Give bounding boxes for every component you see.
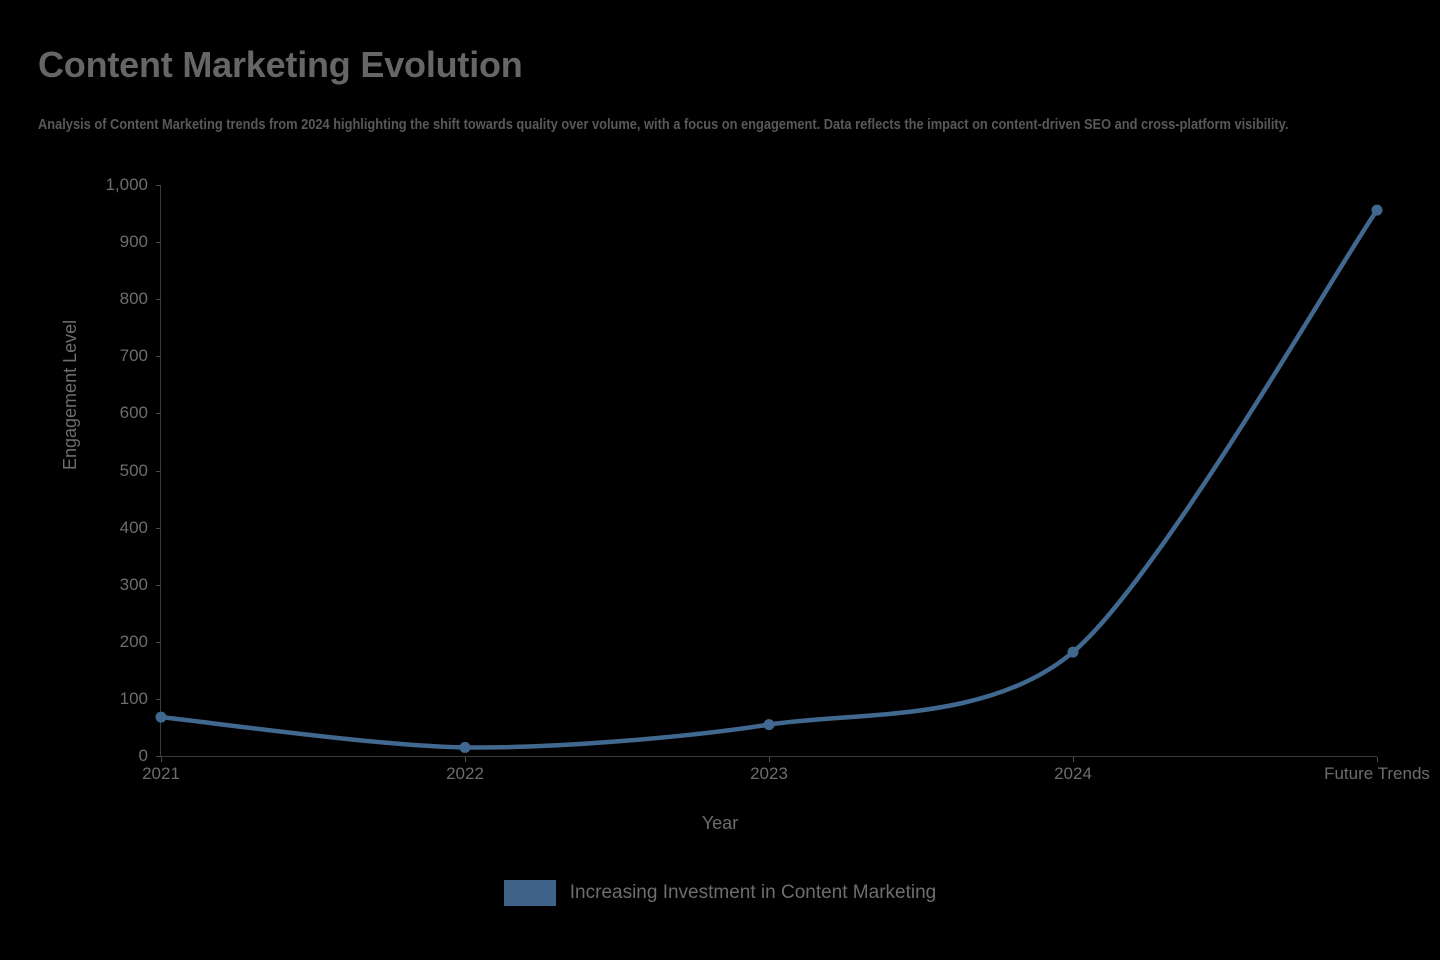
legend-label-series-0: Increasing Investment in Content Marketi… — [569, 882, 937, 903]
y-axis-tick-label: 900 — [119, 232, 148, 252]
x-axis-line — [161, 756, 1377, 757]
legend-swatch-series-0[interactable] — [503, 880, 556, 906]
y-axis-tick-label: 700 — [119, 346, 148, 366]
x-axis-tick-label: 2021 — [142, 764, 180, 783]
x-axis-tick — [769, 757, 770, 762]
y-axis-tick — [156, 698, 161, 700]
x-axis-tick-label: Future Trends — [1324, 764, 1430, 783]
x-axis-tick-label: 2022 — [446, 764, 484, 783]
y-axis-tick-label: 500 — [119, 460, 148, 480]
data-point-marker[interactable] — [459, 741, 471, 753]
data-point-marker[interactable] — [1067, 646, 1079, 658]
x-axis-title: Year — [701, 813, 739, 833]
data-point-marker[interactable] — [763, 719, 775, 731]
y-axis-tick-label: 0 — [138, 746, 148, 765]
series-line — [158, 207, 1380, 750]
y-axis-tick — [156, 413, 161, 415]
y-axis-tick — [156, 641, 161, 643]
y-axis-tick-label: 400 — [119, 517, 148, 537]
x-axis-tick — [161, 757, 162, 762]
y-axis-tick-label: 1,000 — [105, 175, 148, 194]
y-axis-tick — [156, 584, 161, 586]
y-axis-tick — [156, 299, 161, 301]
x-axis-tick-label: 2024 — [1054, 764, 1092, 783]
y-axis-tick — [156, 242, 161, 244]
y-axis-tick — [156, 185, 161, 186]
y-axis-tick-label: 300 — [119, 574, 148, 594]
y-axis-tick-label: 800 — [119, 289, 148, 309]
chart-legend: Increasing Investment in Content Marketi… — [0, 880, 1440, 906]
y-axis-tick-label: 100 — [119, 688, 148, 708]
x-axis-tick — [1073, 757, 1074, 762]
y-axis-tick — [156, 356, 161, 358]
x-axis-tick-label: 2023 — [750, 764, 788, 783]
series-group — [155, 204, 1383, 753]
x-axis-tick — [1377, 757, 1378, 762]
x-axis-tick — [465, 757, 466, 762]
chart-subtitle: Analysis of Content Marketing trends fro… — [38, 117, 1289, 133]
data-point-marker[interactable] — [1371, 204, 1383, 216]
data-point-marker[interactable] — [155, 711, 167, 723]
page-title: Content Marketing Evolution — [38, 44, 523, 85]
y-axis-tick-label: 600 — [119, 403, 148, 423]
y-axis-tick — [156, 756, 161, 757]
y-axis-tick — [156, 470, 161, 472]
y-axis-tick-labels: 0 100 200 300 400 500 600 700 800 900 1,000 — [0, 0, 148, 960]
y-axis-tick-label: 200 — [119, 631, 148, 651]
y-axis-tick — [156, 527, 161, 529]
y-axis-title: Engagement Level — [60, 319, 80, 470]
